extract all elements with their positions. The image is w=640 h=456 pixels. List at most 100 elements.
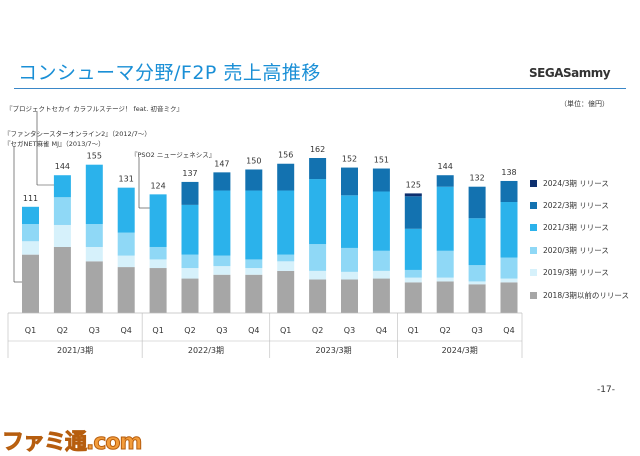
bar-segment-2-1	[53, 197, 71, 225]
note-mj: 『セガNET麻雀 MJ』（2013/7～）	[4, 140, 105, 148]
total-label: 151	[374, 156, 389, 165]
bar-segment-1-3	[117, 255, 135, 268]
bar-segment-4-14	[468, 186, 486, 219]
x-tick-label: Q3	[471, 326, 482, 335]
bar-segment-1-13	[436, 277, 454, 282]
bars-layer	[22, 158, 518, 313]
bar-segment-4-9	[309, 158, 327, 180]
bar-segment-3-7	[245, 190, 263, 260]
x-tick-label: Q2	[57, 326, 68, 335]
legend-swatch	[530, 202, 537, 210]
total-label: 144	[438, 162, 453, 171]
bar-segment-4-11	[372, 168, 390, 192]
bar-segment-1-6	[213, 266, 231, 275]
bar-segment-0-1	[53, 246, 71, 313]
bar-segment-1-14	[468, 281, 486, 285]
bar-segment-3-10	[341, 195, 358, 248]
bar-segment-3-4	[149, 194, 167, 247]
page-number: -17-	[597, 385, 615, 395]
bar-segment-2-12	[404, 269, 422, 278]
x-tick-label: Q1	[408, 326, 419, 335]
x-tick-label: Q4	[248, 326, 259, 335]
bar-segment-3-11	[372, 191, 390, 251]
bar-segment-1-8	[277, 261, 295, 271]
bar-segment-3-15	[500, 202, 518, 258]
bar-segment-0-3	[117, 267, 135, 313]
bar-segment-0-2	[85, 261, 103, 313]
bar-segment-1-15	[500, 278, 518, 283]
bar-segment-2-6	[213, 255, 231, 267]
bar-segment-2-7	[245, 259, 263, 269]
bar-segment-1-2	[85, 246, 103, 262]
page-title: コンシューマ分野/F2P 売上高推移	[18, 62, 321, 84]
x-tick-label: Q1	[280, 326, 291, 335]
x-tick-label: Q4	[503, 326, 514, 335]
total-label: 137	[182, 169, 197, 178]
bar-segment-1-11	[372, 270, 390, 279]
bar-segment-5-12	[404, 193, 422, 197]
bar-segment-4-6	[213, 172, 231, 191]
x-tick-label: Q3	[89, 326, 100, 335]
bar-segment-3-9	[309, 179, 327, 245]
bar-segment-2-10	[341, 247, 358, 272]
group-label: 2022/3期	[188, 346, 224, 355]
bar-segment-1-4	[149, 259, 167, 269]
bar-segment-2-13	[436, 250, 454, 278]
total-label: 150	[246, 156, 261, 165]
legend: 2024/3期 リリース 2022/3期 リリース 2021/3期 リリース 2020…	[530, 172, 629, 306]
total-label: 147	[214, 159, 229, 168]
total-label: 125	[406, 180, 421, 189]
bar-segment-0-4	[149, 268, 167, 313]
bar-segment-4-10	[341, 167, 358, 196]
famitsu-watermark: ファミ通.com	[1, 430, 142, 456]
x-axis-layer: Q1 Q2 Q3 Q4 Q1 Q2 Q3 Q4 Q1 Q2 Q3 Q4 Q1 Q2 Q3 Q4 2021/3期 2…	[7, 312, 523, 358]
x-tick-label: Q3	[216, 326, 227, 335]
bar-segment-4-7	[245, 169, 263, 191]
legend-item: 2024/3期 リリース	[530, 172, 629, 194]
bar-segment-2-11	[372, 250, 390, 271]
total-labels-layer: 111 144 155 131 124 137 147 150 156 162 152 151 125 1…	[23, 145, 517, 203]
x-tick-label: Q1	[25, 326, 36, 335]
legend-swatch	[530, 291, 537, 299]
bar-segment-1-1	[53, 224, 71, 247]
bar-segment-2-14	[468, 265, 486, 282]
bar-segment-0-8	[277, 270, 295, 313]
bar-segment-0-7	[245, 274, 263, 313]
bar-segment-3-12	[404, 228, 422, 270]
bar-segment-4-8	[277, 163, 295, 191]
unit-label: （単位：億円）	[560, 100, 609, 108]
bar-segment-2-4	[149, 246, 167, 260]
bar-segment-3-1	[53, 175, 71, 198]
bar-segment-0-11	[372, 278, 390, 313]
bar-segment-0-10	[341, 279, 358, 313]
total-label: 156	[278, 151, 293, 160]
legend-swatch	[530, 246, 537, 254]
title-rule	[14, 88, 626, 89]
bar-segment-4-15	[500, 180, 518, 203]
bar-segment-0-12	[404, 282, 422, 313]
bar-segment-0-6	[213, 274, 231, 313]
legend-item: 2020/3期 リリース	[530, 239, 629, 261]
note-project-sekai: 『プロジェクトセカイ カラフルステージ！ feat. 初音ミク』	[6, 105, 183, 113]
legend-swatch	[530, 179, 537, 187]
x-tick-label: Q2	[440, 326, 451, 335]
bar-segment-0-14	[468, 284, 486, 313]
total-label: 131	[119, 175, 134, 184]
bar-segment-2-0	[22, 224, 39, 242]
bar-segment-4-5	[181, 181, 199, 205]
bar-segment-0-9	[309, 279, 327, 313]
total-label: 124	[150, 181, 165, 190]
x-tick-label: Q1	[152, 326, 163, 335]
bar-segment-2-9	[309, 244, 327, 271]
legend-label: 2019/3期 リリース	[543, 268, 609, 278]
bar-segment-3-5	[181, 204, 199, 255]
legend-label: 2022/3期 リリース	[543, 201, 609, 211]
total-label: 152	[342, 155, 357, 164]
bar-segment-0-13	[436, 281, 454, 313]
bar-segment-1-5	[181, 268, 199, 279]
note-pso2: 『ファンタシースターオンライン2』（2012/7～）	[4, 130, 151, 138]
legend-item: 2019/3期 リリース	[530, 262, 629, 284]
bar-segment-1-7	[245, 268, 263, 275]
legend-swatch	[530, 269, 537, 277]
bar-segment-2-15	[500, 257, 518, 279]
